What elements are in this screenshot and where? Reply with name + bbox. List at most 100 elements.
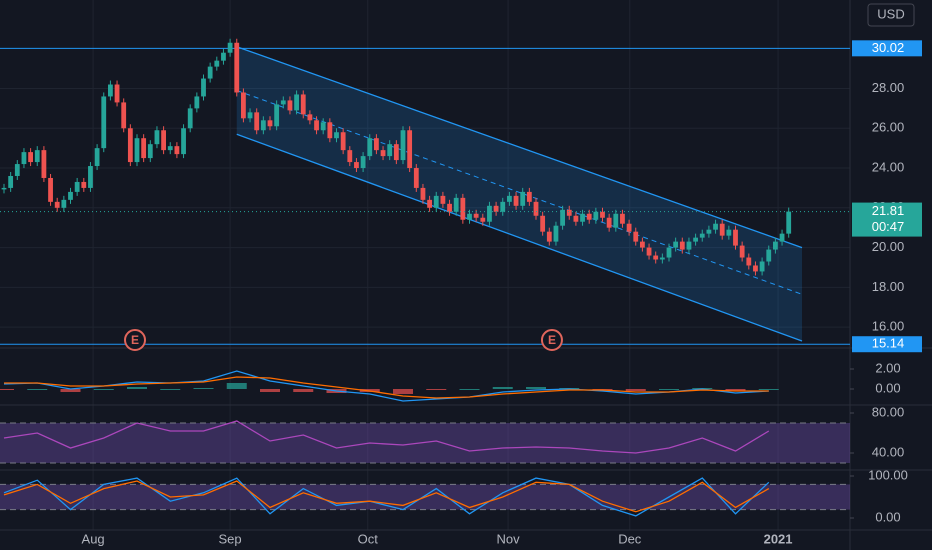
macd-histogram <box>625 389 646 391</box>
macd-histogram <box>127 387 147 389</box>
currency-box[interactable] <box>867 3 915 27</box>
candle <box>526 191 532 202</box>
price-tag-label: 30.02 <box>872 40 905 55</box>
candle <box>540 215 546 232</box>
candle <box>327 122 333 139</box>
candle <box>699 233 705 238</box>
candle <box>207 66 213 79</box>
macd-tick-label: 0.00 <box>875 380 900 395</box>
candle <box>88 166 93 188</box>
candle <box>679 241 685 250</box>
candle <box>14 164 20 176</box>
macd-histogram <box>260 389 280 392</box>
candle <box>267 120 273 127</box>
stoch-tick-label: 0.00 <box>875 509 900 524</box>
candle <box>34 150 40 163</box>
candle <box>407 130 413 169</box>
candle <box>560 209 565 226</box>
last-price-label: 21.81 <box>872 203 905 218</box>
candle <box>427 199 432 208</box>
candle <box>766 249 772 262</box>
candle <box>393 144 399 161</box>
last-price-tag <box>852 202 922 237</box>
y-tick-label: 16.00 <box>872 319 905 334</box>
candle <box>260 120 266 131</box>
macd-histogram <box>226 383 247 389</box>
candle <box>61 199 67 208</box>
candle <box>167 146 173 151</box>
candle <box>719 223 725 236</box>
candle <box>1 187 7 190</box>
candle <box>360 156 366 169</box>
earnings-label: E <box>131 333 139 347</box>
candle <box>746 257 752 266</box>
macd-histogram <box>60 389 81 392</box>
candle <box>600 211 605 218</box>
candle <box>586 213 592 220</box>
x-tick-label: Sep <box>219 531 242 546</box>
stoch-k-line <box>3 477 770 517</box>
candle <box>580 213 585 222</box>
candle <box>773 241 778 250</box>
candle <box>606 217 612 228</box>
candle <box>400 130 406 161</box>
candle <box>141 138 147 159</box>
candle <box>201 78 206 97</box>
candle <box>41 150 47 178</box>
candle <box>433 195 439 208</box>
candle <box>633 231 639 242</box>
candle <box>340 132 346 151</box>
earnings-label: E <box>548 333 556 347</box>
candle <box>134 138 140 163</box>
candle <box>114 84 120 103</box>
candle <box>666 247 672 258</box>
candle <box>227 42 233 53</box>
candle <box>294 94 299 111</box>
earnings-marker[interactable] <box>540 329 563 351</box>
candle <box>154 130 160 145</box>
y-tick-label: 20.00 <box>872 239 905 254</box>
candle <box>387 144 393 157</box>
candle <box>74 181 80 192</box>
x-tick-label: Nov <box>497 531 521 546</box>
candle <box>347 150 353 163</box>
macd-histogram <box>426 389 447 390</box>
countdown: 00:47 <box>872 219 905 234</box>
candle <box>280 100 286 105</box>
macd-histogram <box>725 389 746 391</box>
candle <box>234 42 240 93</box>
candle <box>314 120 319 131</box>
candle <box>507 195 512 202</box>
x-tick-label: Dec <box>618 531 642 546</box>
stoch-d-line <box>3 480 770 513</box>
candle <box>254 112 260 131</box>
candle <box>187 108 193 129</box>
y-tick-label: 24.00 <box>872 159 905 174</box>
channel-upper <box>236 46 803 249</box>
price-tag-label: 15.14 <box>872 336 905 351</box>
macd-histogram <box>659 389 679 390</box>
candle <box>354 162 359 169</box>
candle <box>460 197 466 220</box>
candle <box>453 197 459 212</box>
macd-line <box>3 370 769 402</box>
y-tick-label: 26.00 <box>872 120 905 135</box>
price-tag <box>852 336 922 353</box>
candle <box>28 152 33 163</box>
channel-fill <box>236 46 802 342</box>
candle <box>334 132 339 139</box>
signal-line <box>4 376 769 399</box>
candle <box>573 215 579 222</box>
currency: USD <box>877 6 904 21</box>
candle <box>713 223 718 230</box>
candle <box>739 245 745 258</box>
candle <box>101 96 107 149</box>
earnings-marker[interactable] <box>124 329 147 351</box>
x-tick-label: Aug <box>82 531 105 546</box>
candle <box>546 231 552 242</box>
candle <box>487 205 492 222</box>
candle <box>374 138 379 151</box>
channel-lower <box>236 133 803 342</box>
candle <box>726 229 732 236</box>
